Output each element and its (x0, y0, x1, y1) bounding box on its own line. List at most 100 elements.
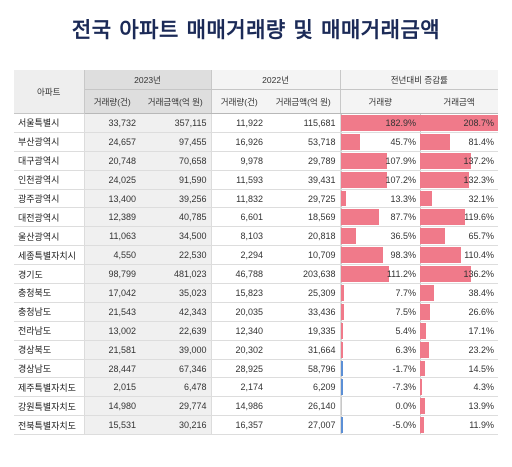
volume-2022-cell: 28,925 (211, 359, 268, 379)
region-cell: 강원특별자치도 (14, 396, 85, 417)
change-value: 182.9% (385, 117, 417, 128)
change-value: 14.5% (468, 363, 495, 374)
volume-2022-cell: 20,035 (211, 302, 268, 322)
positive-change-bar (420, 398, 426, 415)
positive-change-bar (420, 360, 426, 377)
change-value: -1.7% (392, 363, 417, 374)
change-value: 87.7% (390, 212, 417, 223)
volume-2022-cell: 14,986 (211, 396, 268, 417)
volume-change-cell: 0.0% (340, 396, 421, 417)
volume-2023-cell: 21,581 (84, 340, 140, 360)
amount-2023-cell: 481,023 (140, 264, 212, 285)
header-group-2022: 2022년 (211, 70, 341, 90)
positive-change-bar (340, 133, 361, 150)
volume-2022-cell: 16,926 (211, 132, 268, 152)
volume-2023-cell: 14,980 (84, 396, 140, 417)
volume-change-cell: 13.3% (340, 189, 421, 209)
positive-change-bar (340, 115, 421, 131)
amount-2022-cell: 203,638 (267, 264, 341, 285)
positive-change-bar (420, 285, 435, 301)
region-cell: 충청남도 (14, 302, 85, 322)
volume-change-cell: -5.0% (340, 415, 421, 436)
table-row: 제주특별자치도 2,015 6,478 2,174 6,209 -7.3% 4.3% (14, 377, 499, 398)
amount-change-cell: 11.9% (420, 415, 499, 436)
header-region: 아파트 (14, 70, 85, 114)
positive-change-bar (420, 190, 433, 207)
volume-2023-cell: 4,550 (84, 245, 140, 266)
change-value: 45.7% (390, 136, 417, 147)
amount-2022-cell: 6,209 (267, 377, 341, 398)
change-value: 7.7% (395, 287, 417, 298)
positive-change-bar (420, 303, 430, 320)
change-value: 13.9% (468, 401, 495, 412)
volume-2023-cell: 12,389 (84, 207, 140, 228)
header-group-2023: 2023년 (84, 70, 212, 90)
amount-2023-cell: 91,590 (140, 170, 212, 190)
volume-2022-cell: 8,103 (211, 226, 268, 247)
positive-change-bar (340, 341, 344, 358)
change-value: -5.0% (392, 420, 417, 431)
table-row: 경기도 98,799 481,023 46,788 203,638 111.2% 136.2… (14, 264, 499, 285)
region-cell: 서울특별시 (14, 113, 85, 133)
header-amount-2023: 거래금액(억 원) (140, 89, 212, 114)
volume-change-cell: 36.5% (340, 226, 421, 247)
table-row: 충청남도 21,543 42,343 20,035 33,436 7.5% 26.6% (14, 302, 499, 322)
amount-2022-cell: 25,309 (267, 283, 341, 303)
positive-change-bar (420, 152, 472, 169)
change-value: 110.4% (464, 250, 495, 261)
table-row: 강원특별자치도 14,980 29,774 14,986 26,140 0.0% 13.9% (14, 396, 499, 417)
header-volume-2023: 거래량(건) (84, 89, 140, 114)
positive-change-bar (420, 417, 425, 434)
change-value: 137.2% (463, 155, 495, 166)
amount-change-cell: 208.7% (420, 113, 499, 133)
region-cell: 세종특별자치시 (14, 245, 85, 266)
volume-2023-cell: 28,447 (84, 359, 140, 379)
volume-2022-cell: 46,788 (211, 264, 268, 285)
amount-change-cell: 65.7% (420, 226, 499, 247)
table-row: 경상남도 28,447 67,346 28,925 58,796 -1.7% 14.5% (14, 359, 499, 379)
amount-2023-cell: 97,455 (140, 132, 212, 152)
region-cell: 경상북도 (14, 340, 85, 360)
header-volume-2022: 거래량(건) (211, 89, 268, 114)
header-row-groups: 아파트 2023년 2022년 전년대비 증감률 (14, 70, 499, 114)
table-row: 울산광역시 11,063 34,500 8,103 20,818 36.5% 65.7% (14, 226, 499, 247)
amount-2022-cell: 39,431 (267, 170, 341, 190)
change-value: 32.1% (468, 193, 495, 204)
positive-change-bar (420, 379, 422, 396)
table-row: 인천광역시 24,025 91,590 11,593 39,431 107.2% 132.3… (14, 170, 499, 190)
volume-2023-cell: 17,042 (84, 283, 140, 303)
header-amount-2022: 거래금액(억 원) (267, 89, 341, 114)
positive-change-bar (340, 303, 344, 320)
positive-change-bar (420, 228, 445, 245)
amount-2022-cell: 53,718 (267, 132, 341, 152)
table-row: 부산광역시 24,657 97,455 16,926 53,718 45.7% 81.4% (14, 132, 499, 152)
amount-2022-cell: 20,818 (267, 226, 341, 247)
amount-change-cell: 137.2% (420, 151, 499, 171)
region-cell: 전북특별자치도 (14, 415, 85, 436)
amount-2022-cell: 29,725 (267, 189, 341, 209)
header-amount-change: 거래금액 (420, 89, 499, 114)
volume-change-cell: 182.9% (340, 113, 421, 133)
change-value: 81.4% (468, 136, 495, 147)
volume-2022-cell: 11,593 (211, 170, 268, 190)
table-row: 충청북도 17,042 35,023 15,823 25,309 7.7% 38.4% (14, 283, 499, 303)
amount-change-cell: 26.6% (420, 302, 499, 322)
change-value: 111.2% (386, 269, 417, 280)
table-row: 경상북도 21,581 39,000 20,302 31,664 6.3% 23.2% (14, 340, 499, 360)
positive-change-bar (420, 266, 471, 283)
region-cell: 경상남도 (14, 359, 85, 379)
positive-change-bar (340, 171, 388, 188)
positive-change-bar (420, 171, 470, 188)
change-value: 132.3% (463, 174, 495, 185)
region-cell: 대구광역시 (14, 151, 85, 171)
volume-change-cell: 7.7% (340, 283, 421, 303)
amount-2022-cell: 58,796 (267, 359, 341, 379)
region-cell: 제주특별자치도 (14, 377, 85, 398)
positive-change-bar (420, 322, 427, 339)
amount-2023-cell: 30,216 (140, 415, 212, 436)
volume-2022-cell: 9,978 (211, 151, 268, 171)
volume-2023-cell: 33,732 (84, 113, 140, 133)
amount-2022-cell: 19,335 (267, 321, 341, 341)
amount-change-cell: 110.4% (420, 245, 499, 266)
volume-2022-cell: 6,601 (211, 207, 268, 228)
